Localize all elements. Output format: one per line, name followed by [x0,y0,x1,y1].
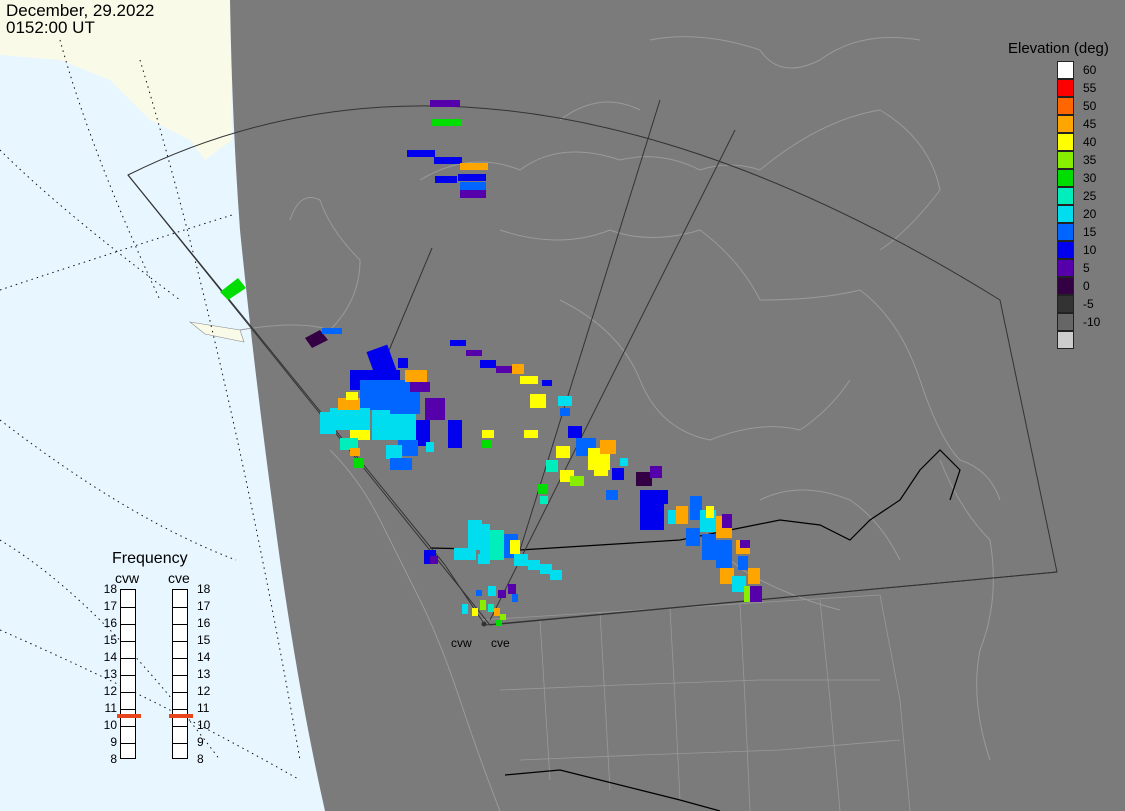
frequency-bar-cvw: 18 17 16 15 14 13 12 11 10 9 8 [104,582,141,766]
frequency-tick-label: 16 [103,616,117,630]
frequency-tick-label: 12 [197,684,211,698]
elevation-swatch: 55 [1057,79,1096,97]
elevation-swatch: 20 [1057,205,1096,223]
frequency-tick [121,743,135,744]
frequency-tick-label: 11 [104,701,117,715]
frequency-tick-label: 13 [197,667,211,681]
elevation-level-label: 45 [1083,117,1097,131]
elevation-level-label: 25 [1083,189,1097,203]
frequency-tick-label: 17 [103,599,117,613]
elevation-swatch: 5 [1057,259,1090,277]
backscatter-echoes [220,100,762,626]
frequency-tick [121,675,135,676]
elevation-swatch: 45 [1057,115,1096,133]
elevation-swatch: -5 [1057,295,1094,313]
frequency-tick-label: 13 [103,667,117,681]
frequency-tick-label: 12 [103,684,117,698]
frequency-marker [117,713,141,718]
elevation-swatch: 40 [1057,133,1096,151]
elevation-level-label: 60 [1083,63,1097,77]
frequency-tick [121,709,135,710]
elevation-level-label: 50 [1083,99,1097,113]
frequency-bar-cve: 18 17 16 15 14 13 12 11 10 9 8 [169,582,210,766]
elevation-level-label: 55 [1083,81,1097,95]
elevation-level-label: 40 [1083,135,1097,149]
frequency-tick-label: 14 [103,650,117,664]
elevation-swatch: 60 [1057,61,1096,79]
radar-label-cvw: cvw [451,636,472,650]
frequency-tick-label: 9 [197,735,204,749]
frequency-tick-label: 8 [110,752,117,766]
frequency-tick-label: 11 [197,701,210,715]
mexico-border [504,769,721,811]
elevation-swatch: 35 [1057,151,1096,169]
frequency-tick [173,692,187,693]
frequency-tick-label: 14 [197,650,211,664]
coastlines [239,36,1001,811]
daylight-land [0,0,232,160]
frequency-title: Frequency [112,550,188,567]
elevation-level-label: -10 [1083,315,1101,329]
elevation-level-label: 15 [1083,225,1097,239]
elevation-level-label: 5 [1083,261,1090,275]
frequency-tick-label: 18 [197,582,211,596]
elevation-swatch: 0 [1057,277,1090,295]
elevation-level-label: 20 [1083,207,1097,221]
time-label: 0152:00 UT [6,18,95,37]
frequency-tick-label: 15 [103,633,117,647]
frequency-tick [173,624,187,625]
geographic-grid [0,39,301,781]
elevation-level-label: 30 [1083,171,1097,185]
frequency-marker [169,713,193,718]
state-borders [479,594,911,811]
elevation-level-label: 0 [1083,279,1090,293]
night-region [230,0,1125,811]
frequency-tick-label: 10 [103,718,117,732]
frequency-tick-label: 8 [197,752,204,766]
frequency-tick [173,675,187,676]
elevation-level-label: -5 [1083,297,1094,311]
frequency-column-cve-title: cve [168,570,190,586]
frequency-tick-label: 15 [197,633,211,647]
frequency-tick [173,743,187,744]
frequency-tick-label: 18 [103,582,117,596]
frequency-tick [173,607,187,608]
frequency-tick-label: 10 [197,718,211,732]
frequency-column-cvw-title: cvw [115,570,140,586]
elevation-level-label: 35 [1083,153,1097,167]
frequency-tick [121,624,135,625]
elevation-level-label: 10 [1083,243,1097,257]
elevation-swatch: 50 [1057,97,1096,115]
frequency-tick-label: 16 [197,616,211,630]
frequency-tick-label: 9 [110,735,117,749]
frequency-tick [121,641,135,642]
frequency-tick [121,607,135,608]
frequency-tick [173,726,187,727]
elevation-swatch: -10 [1057,313,1100,331]
international-border [429,449,961,551]
frequency-tick [173,709,187,710]
elevation-swatch: 30 [1057,169,1096,187]
elevation-swatch: 10 [1057,241,1096,259]
frequency-tick [121,658,135,659]
radar-fov-outlines [127,99,1058,626]
elevation-swatch: 15 [1057,223,1096,241]
radar-label-cve: cve [491,636,510,650]
elevation-swatch [1057,331,1074,349]
elevation-scale-title: Elevation (deg) [1008,40,1109,57]
frequency-tick [173,658,187,659]
elevation-color-scale: 60 55 50 45 40 35 30 25 20 15 10 5 0 -5 -10 [1057,61,1100,349]
frequency-tick [121,726,135,727]
frequency-tick-label: 17 [197,599,211,613]
frequency-tick [173,641,187,642]
radar-site-marker [481,621,487,627]
date-label: December, 29.2022 [6,1,155,20]
elevation-swatch: 25 [1057,187,1096,205]
aleutian-island [188,321,245,343]
frequency-tick [121,692,135,693]
